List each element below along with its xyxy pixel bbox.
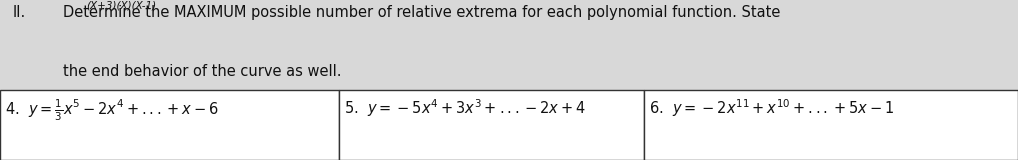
Text: (X+3)(X)(X-1): (X+3)(X)(X-1) — [87, 0, 157, 10]
Text: 4.  $y=\frac{1}{3}x^5-2x^4+...+x-6$: 4. $y=\frac{1}{3}x^5-2x^4+...+x-6$ — [5, 98, 219, 123]
Text: II.: II. — [12, 5, 25, 20]
Text: the end behavior of the curve as well.: the end behavior of the curve as well. — [63, 64, 342, 79]
Text: Determine the MAXIMUM possible number of relative extrema for each polynomial fu: Determine the MAXIMUM possible number of… — [63, 5, 781, 20]
Text: 6.  $y=-2x^{11}+x^{10}+...+5x-1$: 6. $y=-2x^{11}+x^{10}+...+5x-1$ — [649, 98, 895, 119]
Text: 5.  $y=-5x^4+3x^3+...-2x+4$: 5. $y=-5x^4+3x^3+...-2x+4$ — [344, 98, 586, 119]
Bar — [0, 90, 339, 160]
Bar — [339, 90, 644, 160]
Bar — [644, 90, 1018, 160]
